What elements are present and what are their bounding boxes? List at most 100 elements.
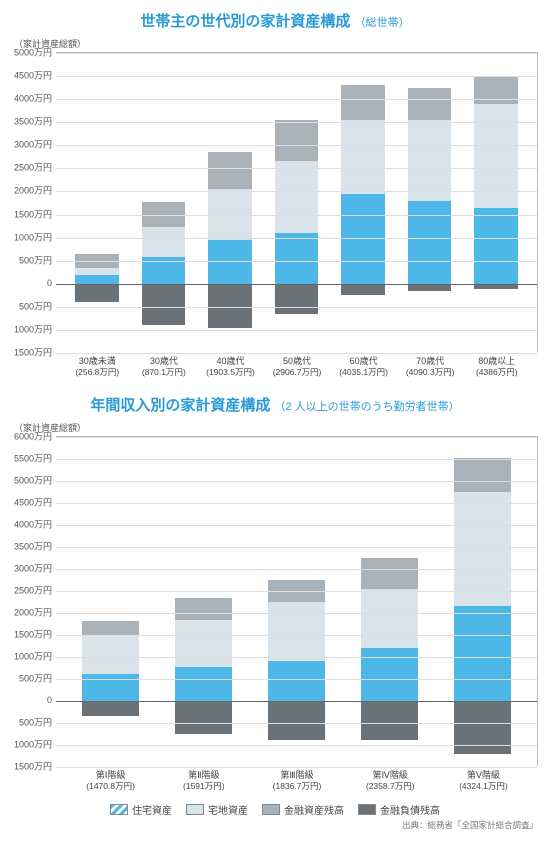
grid-line (56, 168, 537, 169)
bar-seg-financial (82, 621, 139, 636)
ytick-label: 2000万円 (14, 184, 52, 197)
xtick-label: 第Ⅰ階級(1470.8万円) (66, 770, 155, 792)
xtick-label: 30歳未満(256.8万円) (66, 356, 129, 378)
grid-line (56, 53, 537, 54)
xtick-label: 40歳代(1903.5万円) (199, 356, 262, 378)
bar-seg-land (75, 268, 119, 275)
ytick-label: 1500万円 (14, 346, 52, 359)
ytick-label: 2500万円 (14, 161, 52, 174)
bar-seg-debt (82, 701, 139, 716)
ytick-label: 500万円 (19, 671, 52, 684)
bar-seg-land (275, 161, 319, 233)
chart1-subtitle: （総世帯） (355, 17, 410, 29)
ytick-label: 4000万円 (14, 92, 52, 105)
swatch-debt (358, 804, 376, 815)
xtick-label: 30歳代(870.1万円) (133, 356, 196, 378)
bar-seg-housing (175, 667, 232, 701)
grid-line (56, 307, 537, 308)
ytick-label: 2500万円 (14, 583, 52, 596)
bar-column (70, 437, 151, 766)
grid-line (56, 191, 537, 192)
swatch-housing (110, 804, 128, 815)
swatch-land (186, 804, 204, 815)
ytick-label: 3000万円 (14, 138, 52, 151)
grid-line (56, 745, 537, 746)
bar-seg-housing (75, 275, 119, 284)
ytick-label: 1000万円 (14, 230, 52, 243)
chart2-xlabels: 第Ⅰ階級(1470.8万円)第Ⅱ階級(1591万円)第Ⅲ階級(1836.7万円)… (56, 766, 538, 792)
ytick-label: 4500万円 (14, 69, 52, 82)
ytick-label: 4500万円 (14, 495, 52, 508)
grid-line (56, 122, 537, 123)
bar-seg-financial (175, 598, 232, 620)
bar-seg-land (341, 120, 385, 194)
bar-seg-debt (341, 284, 385, 296)
grid-line (56, 569, 537, 570)
ytick-label: 500万円 (19, 299, 52, 312)
legend-label-financial: 金融資産残高 (284, 802, 344, 817)
bar-seg-financial (208, 152, 252, 189)
chart2-bars (56, 437, 537, 766)
xtick-label: 50歳代(2906.7万円) (266, 356, 329, 378)
grid-line (56, 145, 537, 146)
grid-line (56, 215, 537, 216)
ytick-label: 2000万円 (14, 605, 52, 618)
chart2-subtitle: （2 人以上の世帯のうち勤労者世帯） (275, 401, 460, 413)
xtick-label: 第Ⅴ階級(4324.1万円) (439, 770, 528, 792)
ytick-label: 1500万円 (14, 627, 52, 640)
legend-item-housing: 住宅資産 (110, 802, 172, 817)
chart2-ycaption: （家計資産総額） (14, 421, 550, 434)
chart2-title-row: 年間収入別の家計資産構成 （2 人以上の世帯のうち勤労者世帯） (0, 394, 550, 415)
source-line: 出典：総務省「全国家計総合調査」 (0, 819, 550, 831)
bar-column (442, 437, 523, 766)
ytick-label: 1000万円 (14, 322, 52, 335)
ytick-label: 3500万円 (14, 539, 52, 552)
grid-line (56, 437, 537, 438)
chart1-ycaption: （家計資産総額） (14, 37, 550, 50)
grid-line (56, 284, 537, 285)
legend-label-land: 宅地資産 (208, 802, 248, 817)
xtick-label: 第Ⅳ階級(2358.7万円) (346, 770, 435, 792)
grid-line (56, 657, 537, 658)
legend-item-financial: 金融資産残高 (262, 802, 344, 817)
bar-seg-housing (275, 233, 319, 284)
grid-line (56, 238, 537, 239)
bar-seg-housing (268, 661, 325, 701)
bar-seg-housing (341, 194, 385, 284)
xtick-label: 70歳代(4090.3万円) (399, 356, 462, 378)
bar-seg-financial (408, 88, 452, 120)
grid-line (56, 525, 537, 526)
bar-seg-financial (454, 458, 511, 492)
chart2-plot (56, 436, 538, 766)
bar-seg-debt (75, 284, 119, 302)
ytick-label: 500万円 (19, 253, 52, 266)
bar-seg-financial (341, 85, 385, 120)
grid-line (56, 613, 537, 614)
grid-line (56, 767, 537, 768)
bar-seg-debt (268, 701, 325, 741)
bar-seg-housing (408, 201, 452, 284)
ytick-label: 3000万円 (14, 561, 52, 574)
xtick-label: 第Ⅲ階級(1836.7万円) (252, 770, 341, 792)
grid-line (56, 701, 537, 702)
bar-seg-debt (175, 701, 232, 734)
chart1-xlabels: 30歳未満(256.8万円)30歳代(870.1万円)40歳代(1903.5万円… (56, 352, 538, 378)
bar-seg-debt (142, 284, 186, 326)
bar-seg-land (361, 589, 418, 648)
bar-seg-land (175, 620, 232, 666)
grid-line (56, 459, 537, 460)
grid-line (56, 99, 537, 100)
bar-seg-financial (275, 120, 319, 162)
grid-line (56, 679, 537, 680)
grid-line (56, 481, 537, 482)
bar-column (163, 437, 244, 766)
ytick-label: 5500万円 (14, 451, 52, 464)
legend-item-land: 宅地資産 (186, 802, 248, 817)
chart2-yaxis: 1500万円1000万円500万円0500万円1000万円1500万円2000万… (0, 436, 56, 766)
ytick-label: 0 (47, 695, 52, 705)
ytick-label: 5000万円 (14, 46, 52, 59)
bar-seg-debt (361, 701, 418, 741)
ytick-label: 1500万円 (14, 759, 52, 772)
xtick-label: 第Ⅱ階級(1591万円) (159, 770, 248, 792)
bar-seg-land (142, 227, 186, 257)
